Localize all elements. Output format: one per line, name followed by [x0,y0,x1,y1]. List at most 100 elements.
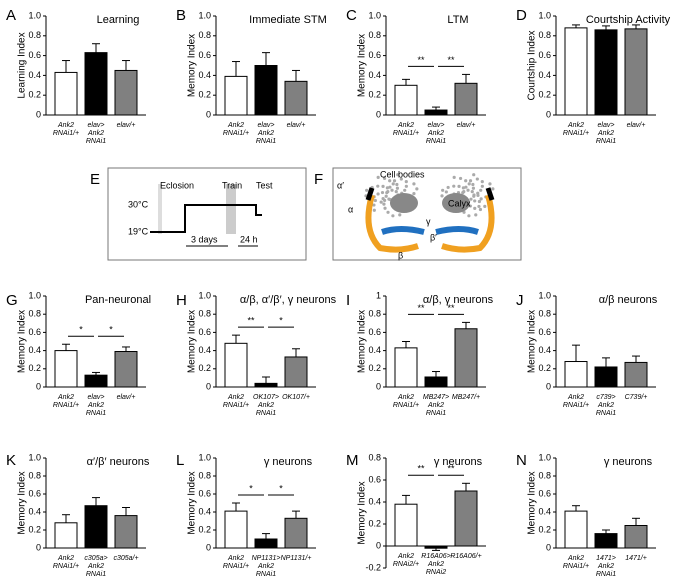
y-tick-label: 0.2 [198,524,211,534]
y-tick-label: 1.0 [28,452,41,462]
dot [386,210,390,214]
x-tick-label: C739/+ [625,394,648,401]
y-tick-label: 0 [546,109,551,119]
x-tick-label: RNAi1/+ [223,402,249,409]
bar [114,351,138,388]
panel-letter: D [516,7,527,24]
y-tick-label: 0.4 [28,345,41,355]
y-tick-label: 0.6 [538,488,551,498]
chart-title: γ neurons [434,456,483,468]
x-tick-label: MB247/+ [452,394,480,401]
dot [472,173,476,177]
y-tick-label: 0 [36,542,41,552]
chart-title: α/β neurons [599,294,658,306]
x-tick-label: OK107> [253,394,279,401]
dot [398,213,402,217]
y-tick-label: 0.4 [28,506,41,516]
panel-letter: G [6,292,18,309]
bar [454,82,478,116]
label: Eclosion [160,180,194,190]
bar [564,361,588,388]
x-tick-label: Ank2 [397,553,414,560]
dot [464,185,468,189]
chart-title: α′/β′ neurons [87,456,150,468]
dot [478,207,483,212]
panel-letter: B [176,7,186,24]
chart-title: γ neurons [264,456,313,468]
panel-letter: E [90,171,100,188]
dot [384,194,388,198]
y-tick-label: 0.8 [198,470,211,480]
dot [467,214,471,218]
dot [376,184,380,188]
dot [380,190,385,195]
y-tick-label: 0.8 [368,30,381,40]
panel-letter: A [6,7,16,24]
bar [424,376,448,388]
significance-label: ** [447,55,455,65]
x-tick-label: Ank2 [57,394,74,401]
x-tick-label: RNAi1/+ [223,563,249,570]
dot [476,193,480,198]
chart-title: α/β, γ neurons [423,294,494,306]
y-tick-label: 0.4 [538,506,551,516]
y-axis-label: Memory Index [527,471,538,534]
bar [84,52,108,116]
dot [483,204,487,208]
y-tick-label: 0 [376,109,381,119]
y-tick-label: 0 [376,381,381,391]
dot [404,184,408,188]
y-tick-label: 0 [376,540,381,550]
dot [480,184,484,188]
bar [114,69,138,116]
x-tick-label: Ank2 [567,394,584,401]
x-tick-label: Ank2 [597,563,614,570]
y-tick-label: 0.6 [368,474,381,484]
y-tick-label: 0.2 [368,363,381,373]
bar [254,65,278,116]
bar [424,545,448,549]
y-tick-label: -0.2 [365,562,381,572]
significance-label: ** [447,464,455,474]
dot [458,176,463,181]
dot [399,177,403,181]
bar [454,328,478,388]
bar [624,28,648,116]
panel-letter: J [516,292,524,309]
diagram-f: F Cell bodies Calyx α′ α γ β′ β [314,167,522,261]
x-tick-label: elav> [88,122,105,129]
diagram-e: E Eclosion Train Test 30°C 19°C 3 days 2… [90,167,307,261]
lobe [365,187,375,201]
panel: D Courtship Activity Courtship Index 0 0.2 0.… [516,7,671,145]
y-axis-label: Memory Index [357,310,368,373]
panel-letter: C [346,7,357,24]
dot [403,188,407,192]
y-tick-label: 1.0 [198,10,211,20]
dot [488,182,492,186]
lobe [365,194,419,253]
dot [466,188,470,192]
lobe [485,187,495,201]
y-axis-label: Memory Index [187,310,198,373]
y-axis-label: Memory Index [527,310,538,373]
y-tick-label: 0.6 [198,327,211,337]
y-tick-label: 0.8 [538,470,551,480]
x-tick-label: Ank2 [597,130,614,137]
x-tick-label: Ank2 [397,394,414,401]
x-tick-label: Ank2 [597,402,614,409]
y-tick-label: 0.2 [28,90,41,100]
panel-letter: K [6,452,16,469]
y-tick-label: 1.0 [538,290,551,300]
label: β′ [430,232,437,242]
y-tick-label: 0.2 [198,90,211,100]
bar [254,382,278,388]
y-tick-label: 0.4 [368,345,381,355]
frame [107,167,307,261]
bar [564,510,588,549]
dot [392,179,397,183]
